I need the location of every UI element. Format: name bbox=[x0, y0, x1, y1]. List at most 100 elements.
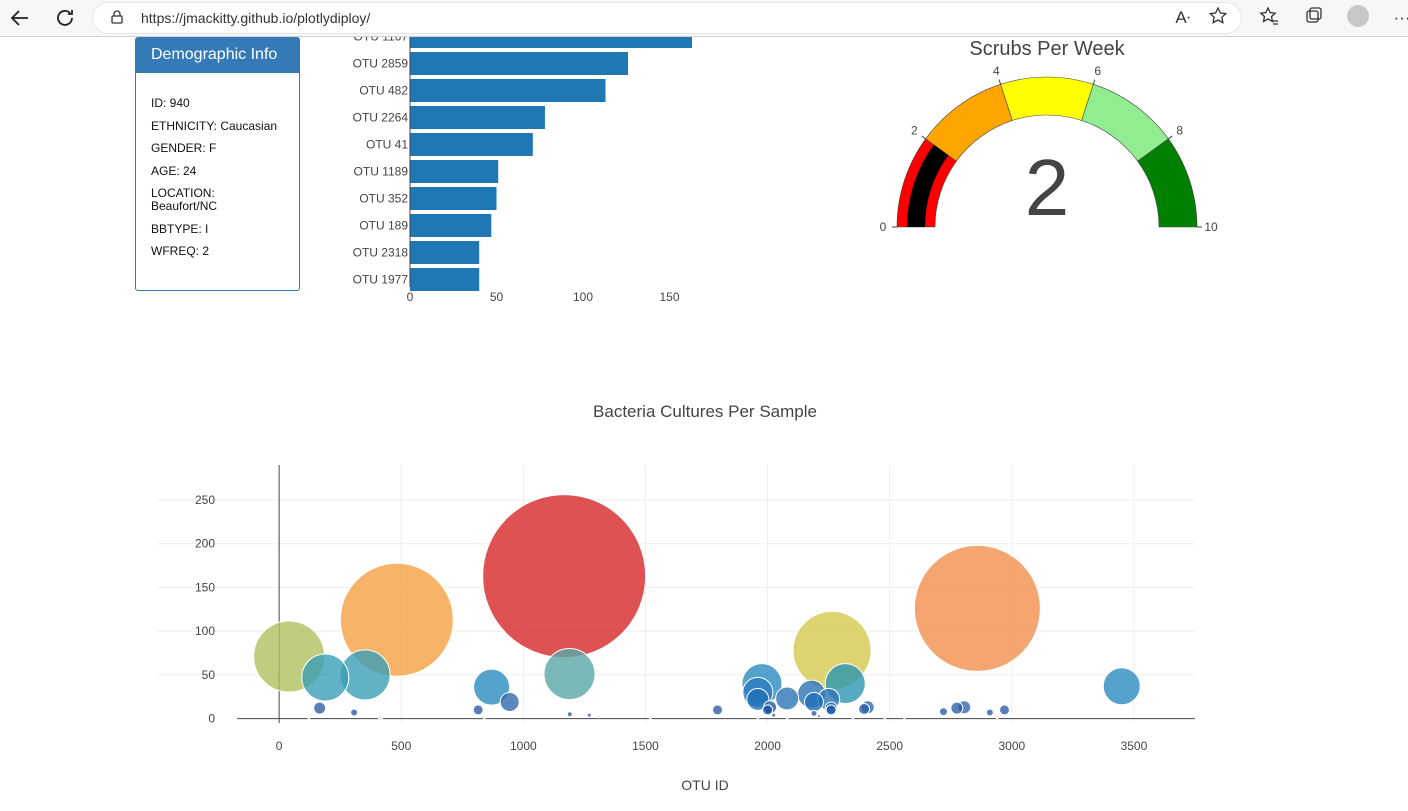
bar-label: OTU 189 bbox=[359, 219, 408, 233]
gauge-tick-label: 0 bbox=[880, 220, 887, 234]
gauge-tick-mark bbox=[921, 135, 926, 140]
bubble-point bbox=[482, 716, 486, 720]
bubble-point bbox=[902, 716, 906, 720]
bubble-point bbox=[473, 668, 511, 706]
bar bbox=[410, 133, 533, 156]
bubble-point bbox=[350, 708, 359, 717]
bar bbox=[410, 106, 545, 129]
bar-label: OTU 1167 bbox=[354, 37, 409, 44]
bar-label: OTU 352 bbox=[359, 192, 408, 206]
bubble-point bbox=[998, 704, 1010, 716]
gauge-value-bar bbox=[907, 144, 949, 227]
gauge-tick-label: 8 bbox=[1176, 124, 1183, 138]
bubble-point bbox=[482, 494, 647, 659]
bubble-x-tick: 1500 bbox=[632, 739, 659, 753]
bar-label: OTU 41 bbox=[366, 138, 408, 152]
bubble-point bbox=[810, 709, 818, 717]
bubble-y-tick: 50 bbox=[202, 668, 216, 682]
bubble-title: Bacteria Cultures Per Sample bbox=[593, 402, 817, 421]
lock-icon[interactable] bbox=[111, 10, 123, 24]
bubble-point bbox=[995, 716, 999, 720]
bubble-point bbox=[472, 704, 484, 716]
bar bbox=[410, 79, 606, 102]
bar bbox=[410, 214, 492, 237]
demo-ethnicity: ETHNICITY: Caucasian bbox=[151, 118, 278, 133]
bubble-point bbox=[785, 716, 789, 720]
add-favorite-icon[interactable] bbox=[1206, 6, 1230, 30]
bubble-point bbox=[756, 716, 760, 720]
bubble-x-label: OTU ID bbox=[681, 777, 728, 793]
gauge-title: Scrubs Per Week bbox=[969, 38, 1125, 60]
bubble-point bbox=[1102, 667, 1141, 706]
bubble-point bbox=[301, 653, 350, 702]
bubble-point bbox=[543, 648, 596, 701]
bubble-point bbox=[985, 708, 994, 717]
bubble-point bbox=[339, 562, 454, 677]
bar-x-tick: 100 bbox=[573, 290, 593, 304]
read-aloud-icon[interactable]: Aᐩ bbox=[1175, 8, 1191, 27]
bubble-point bbox=[851, 716, 855, 720]
demographic-body: ID: 940 ETHNICITY: Caucasian GENDER: F A… bbox=[136, 73, 299, 258]
bacteria-bubble-chart: Bacteria Cultures Per Sample 0 50 100 150 200… bbox=[157, 402, 1195, 793]
gauge-tick-mark bbox=[1092, 79, 1096, 85]
bar-label: OTU 2318 bbox=[353, 246, 409, 260]
gauge-tick-label: 4 bbox=[993, 64, 1000, 78]
bubble-x-tick: 2000 bbox=[754, 739, 781, 753]
bubble-point bbox=[771, 712, 777, 718]
back-arrow-icon[interactable] bbox=[8, 6, 32, 30]
bubble-x-tick: 2500 bbox=[876, 739, 903, 753]
refresh-icon[interactable] bbox=[53, 6, 77, 30]
bubble-point bbox=[762, 704, 774, 716]
bubble-x-tick: 0 bbox=[276, 739, 283, 753]
demo-gender: GENDER: F bbox=[151, 141, 217, 155]
bubble-y-tick: 200 bbox=[195, 537, 215, 551]
bubble-point bbox=[380, 716, 384, 720]
bubble-point bbox=[938, 707, 948, 717]
bubble-point bbox=[597, 715, 601, 719]
bar-x-tick: 50 bbox=[490, 290, 504, 304]
bar-label: OTU 1977 bbox=[353, 273, 409, 287]
more-options-icon[interactable]: ··· bbox=[1393, 8, 1408, 27]
bubble-x-tick: 3000 bbox=[998, 739, 1025, 753]
bar-label: OTU 2264 bbox=[353, 111, 409, 125]
bubble-point bbox=[825, 704, 837, 716]
demo-bbtype: BBTYPE: I bbox=[151, 221, 209, 236]
bar bbox=[410, 52, 628, 75]
bubble-y-tick: 150 bbox=[195, 580, 215, 594]
address-bar[interactable]: https://jmackitty.github.io/plotlydiploy… bbox=[93, 3, 1241, 33]
gauge-tick-mark bbox=[998, 79, 1002, 85]
gauge-step bbox=[1000, 76, 1094, 121]
bubble-point bbox=[648, 716, 652, 720]
bubble-point bbox=[566, 711, 573, 718]
gauge-tick-label: 6 bbox=[1094, 64, 1101, 78]
bubble-point bbox=[746, 687, 770, 711]
bar-x-tick: 150 bbox=[659, 290, 679, 304]
bubble-y-tick: 250 bbox=[195, 493, 215, 507]
favorites-icon[interactable] bbox=[1257, 6, 1281, 30]
bubble-point bbox=[307, 716, 311, 720]
bubble-point bbox=[858, 703, 871, 716]
bar bbox=[410, 268, 480, 291]
demo-location: LOCATION: Beaufort/NC bbox=[151, 186, 218, 213]
browser-toolbar: https://jmackitty.github.io/plotlydiploy… bbox=[0, 0, 1408, 37]
bar-x-tick: 0 bbox=[407, 290, 414, 304]
demo-wfreq: WFREQ: 2 bbox=[151, 244, 210, 258]
profile-avatar[interactable] bbox=[1347, 5, 1369, 27]
bubble-point bbox=[816, 714, 821, 719]
bubble-y-tick: 0 bbox=[208, 712, 215, 726]
bubble-point bbox=[883, 716, 887, 720]
demo-id: ID: 940 bbox=[151, 96, 190, 110]
bubble-x-tick: 1000 bbox=[510, 739, 537, 753]
demographic-panel: Demographic Info ID: 940 ETHNICITY: Cauc… bbox=[135, 37, 300, 291]
bubble-point bbox=[712, 704, 724, 716]
demo-age: AGE: 24 bbox=[151, 163, 197, 178]
gauge-tick-mark bbox=[1168, 135, 1173, 140]
bubble-x-tick: 3500 bbox=[1121, 739, 1148, 753]
bar bbox=[410, 37, 692, 48]
bubble-y-tick: 100 bbox=[195, 624, 215, 638]
collections-icon[interactable] bbox=[1302, 6, 1326, 30]
bubble-point bbox=[586, 712, 592, 718]
bar bbox=[410, 187, 497, 210]
url-text[interactable]: https://jmackitty.github.io/plotlydiploy… bbox=[141, 10, 371, 26]
top10-bar-chart: OTU 1167 OTU 2859 OTU 482 OTU 2264 OTU 41 OTU… bbox=[353, 37, 692, 304]
